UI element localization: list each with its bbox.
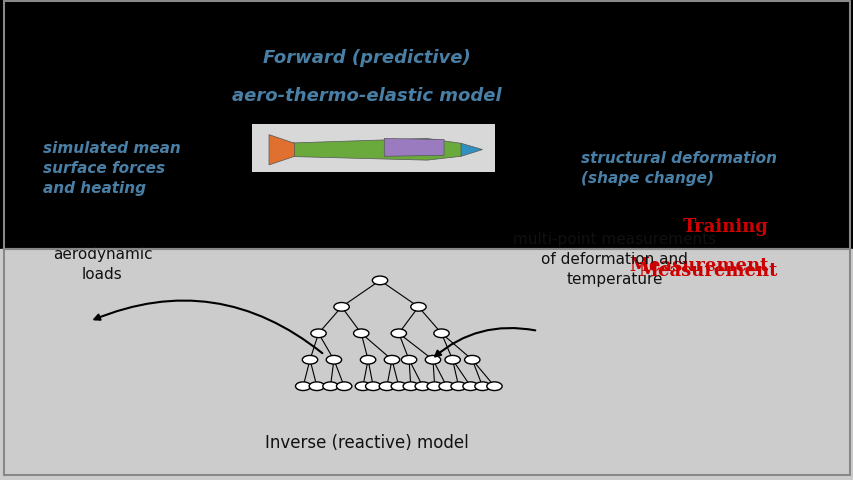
Circle shape — [353, 329, 368, 338]
Circle shape — [426, 382, 442, 391]
Polygon shape — [281, 139, 461, 161]
Text: aerodynamic
loads: aerodynamic loads — [53, 247, 152, 281]
Circle shape — [415, 382, 430, 391]
Bar — [4, 2, 849, 250]
Text: simulated mean
surface forces
and heating: simulated mean surface forces and heatin… — [43, 141, 180, 195]
Bar — [0, 0, 853, 250]
Circle shape — [355, 382, 370, 391]
Text: aero-thermo-elastic model: aero-thermo-elastic model — [232, 87, 502, 105]
Polygon shape — [269, 135, 294, 166]
Circle shape — [401, 356, 416, 364]
Circle shape — [334, 303, 349, 312]
Circle shape — [379, 382, 394, 391]
Circle shape — [391, 382, 406, 391]
Circle shape — [410, 303, 426, 312]
Text: structural deformation
(shape change): structural deformation (shape change) — [580, 151, 776, 185]
Bar — [4, 250, 849, 475]
Circle shape — [474, 382, 490, 391]
Circle shape — [403, 382, 418, 391]
FancyBboxPatch shape — [252, 125, 495, 173]
Circle shape — [372, 276, 387, 285]
Circle shape — [336, 382, 351, 391]
Text: Training: Training — [682, 217, 768, 235]
Bar — [0, 250, 853, 480]
Text: multi-point measurements
of deformation and
temperature: multi-point measurements of deformation … — [513, 232, 716, 287]
Circle shape — [464, 356, 479, 364]
Circle shape — [326, 356, 341, 364]
Circle shape — [322, 382, 338, 391]
Circle shape — [438, 382, 454, 391]
Circle shape — [391, 329, 406, 338]
Circle shape — [433, 329, 449, 338]
Circle shape — [310, 329, 326, 338]
Circle shape — [295, 382, 310, 391]
Circle shape — [302, 356, 317, 364]
Text: Inverse (reactive) model: Inverse (reactive) model — [265, 432, 468, 451]
Circle shape — [365, 382, 380, 391]
Circle shape — [486, 382, 502, 391]
Circle shape — [360, 356, 375, 364]
Circle shape — [444, 356, 460, 364]
Text: Forward (predictive): Forward (predictive) — [263, 48, 471, 67]
Circle shape — [384, 356, 399, 364]
Circle shape — [309, 382, 324, 391]
Text: Measurement: Measurement — [629, 257, 768, 275]
Circle shape — [462, 382, 478, 391]
Circle shape — [450, 382, 466, 391]
Polygon shape — [384, 139, 444, 157]
Circle shape — [425, 356, 440, 364]
Polygon shape — [461, 144, 482, 157]
Text: Measurement: Measurement — [637, 262, 776, 279]
